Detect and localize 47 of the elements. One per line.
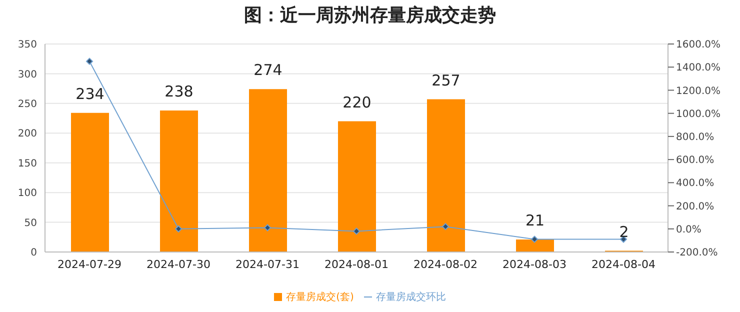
point <box>353 228 360 235</box>
data-label: 274 <box>254 61 282 80</box>
point <box>175 225 182 232</box>
y2-tick-label: 600.0% <box>676 155 714 166</box>
chart-title: 图：近一周苏州存量房成交走势 <box>243 4 497 28</box>
y2-tick-label: 1200.0% <box>676 86 720 97</box>
y2-tick-label: 1000.0% <box>676 108 720 120</box>
x-tick-label: 2024-08-02 <box>414 258 478 271</box>
x-tick-label: 2024-08-04 <box>592 258 656 271</box>
data-label: 234 <box>76 84 104 103</box>
y2-tick-label: 1400.0% <box>676 62 720 74</box>
y2-tick-label: -200.0% <box>676 248 718 259</box>
y2-tick-label: 800.0% <box>676 132 714 143</box>
x-tick-label: 2024-08-01 <box>324 258 388 271</box>
bar <box>427 99 465 252</box>
point <box>531 236 538 243</box>
point <box>264 224 271 232</box>
x-tick-label: 2024-07-31 <box>236 258 300 271</box>
data-label: 220 <box>342 93 372 112</box>
x-tick-label: 2024-08-03 <box>502 258 566 271</box>
bar <box>516 240 554 252</box>
y-tick-label: 300 <box>18 69 37 80</box>
y2-tick-label: 0.0% <box>676 224 702 236</box>
bar <box>160 110 198 252</box>
y-tick-label: 100 <box>18 188 37 200</box>
y-tick-label: 200 <box>18 128 37 140</box>
y-tick-label: 150 <box>18 158 37 170</box>
data-label: 2 <box>619 222 629 241</box>
data-label: 21 <box>525 212 545 230</box>
x-tick-label: 2024-07-30 <box>146 258 210 271</box>
bar <box>71 112 109 252</box>
x-tick-label: 2024-07-29 <box>58 258 122 271</box>
y-tick-label: 250 <box>18 98 37 110</box>
y-tick-label: 350 <box>18 40 37 51</box>
y-tick-label: 50 <box>24 218 37 229</box>
bar <box>249 89 287 252</box>
y2-tick-label: 1600.0% <box>676 40 720 51</box>
y-tick-label: 0 <box>30 248 37 259</box>
bar <box>338 121 376 252</box>
point <box>86 58 93 65</box>
legend-label: 存量房成交(套) <box>286 292 354 303</box>
y2-tick-label: 400.0% <box>676 178 714 190</box>
data-label: 238 <box>164 82 194 101</box>
data-label: 257 <box>432 71 460 90</box>
point <box>442 223 449 230</box>
legend-label: 存量房成交环比 <box>376 292 446 303</box>
y2-tick-label: 200.0% <box>676 201 714 212</box>
